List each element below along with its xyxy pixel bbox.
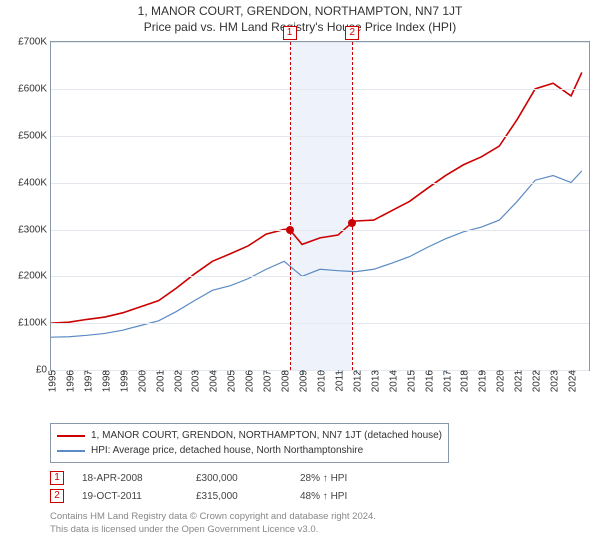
x-axis-label: 1997	[79, 370, 94, 392]
x-axis-label: 2019	[474, 370, 489, 392]
y-gridline	[51, 42, 589, 43]
sale-delta: 28% ↑ HPI	[300, 473, 594, 484]
x-axis-label: 2004	[205, 370, 220, 392]
y-gridline	[51, 323, 589, 324]
y-gridline	[51, 89, 589, 90]
x-axis-label: 2012	[348, 370, 363, 392]
sale-marker-tag: 2	[345, 26, 359, 40]
x-axis-label: 1995	[44, 370, 59, 392]
y-axis-label: £700K	[18, 37, 51, 48]
x-axis-label: 2005	[223, 370, 238, 392]
x-axis-label: 2014	[384, 370, 399, 392]
sale-row: 1 18-APR-2008 £300,000 28% ↑ HPI	[50, 471, 594, 485]
x-axis-label: 2008	[277, 370, 292, 392]
sale-date: 18-APR-2008	[82, 473, 192, 484]
y-gridline	[51, 136, 589, 137]
x-axis-label: 2021	[510, 370, 525, 392]
x-axis-label: 2023	[546, 370, 561, 392]
x-axis-label: 1999	[115, 370, 130, 392]
x-axis-label: 2022	[528, 370, 543, 392]
series-property	[51, 73, 582, 324]
x-axis-label: 2020	[492, 370, 507, 392]
legend-row-property: 1, MANOR COURT, GRENDON, NORTHAMPTON, NN…	[57, 428, 442, 443]
plot-region: £0£100K£200K£300K£400K£500K£600K£700K199…	[50, 41, 590, 371]
legend-swatch-hpi	[57, 450, 85, 452]
sale-marker-line	[290, 42, 291, 370]
x-axis-label: 2011	[330, 370, 345, 392]
y-gridline	[51, 276, 589, 277]
line-layer	[51, 42, 589, 370]
x-axis-label: 2017	[438, 370, 453, 392]
y-axis-label: £600K	[18, 84, 51, 95]
x-axis-label: 2007	[259, 370, 274, 392]
x-axis-label: 2018	[456, 370, 471, 392]
x-axis-label: 1998	[97, 370, 112, 392]
x-axis-label: 2010	[313, 370, 328, 392]
title-line-1: 1, MANOR COURT, GRENDON, NORTHAMPTON, NN…	[6, 4, 594, 20]
y-gridline	[51, 183, 589, 184]
x-axis-label: 2003	[187, 370, 202, 392]
legend-row-hpi: HPI: Average price, detached house, Nort…	[57, 443, 442, 458]
sale-row-marker: 1	[50, 471, 64, 485]
x-axis-label: 1996	[61, 370, 76, 392]
footer-line-1: Contains HM Land Registry data © Crown c…	[50, 511, 594, 523]
x-axis-label: 2001	[151, 370, 166, 392]
chart-title: 1, MANOR COURT, GRENDON, NORTHAMPTON, NN…	[6, 4, 594, 35]
sale-delta: 48% ↑ HPI	[300, 491, 594, 502]
sale-marker-line	[352, 42, 353, 370]
sale-row: 2 19-OCT-2011 £315,000 48% ↑ HPI	[50, 489, 594, 503]
sale-price: £315,000	[196, 491, 296, 502]
sale-date: 19-OCT-2011	[82, 491, 192, 502]
legend-label-hpi: HPI: Average price, detached house, Nort…	[91, 443, 363, 458]
chart-area: £0£100K£200K£300K£400K£500K£600K£700K199…	[6, 37, 594, 417]
sale-marker-dot	[348, 219, 356, 227]
sale-row-marker: 2	[50, 489, 64, 503]
x-axis-label: 2015	[402, 370, 417, 392]
x-axis-label: 2000	[133, 370, 148, 392]
x-axis-label: 2009	[295, 370, 310, 392]
footer-line-2: This data is licensed under the Open Gov…	[50, 524, 594, 536]
legend: 1, MANOR COURT, GRENDON, NORTHAMPTON, NN…	[50, 423, 449, 463]
x-axis-label: 2006	[241, 370, 256, 392]
series-hpi	[51, 171, 582, 337]
legend-label-property: 1, MANOR COURT, GRENDON, NORTHAMPTON, NN…	[91, 428, 442, 443]
sale-price: £300,000	[196, 473, 296, 484]
sales-list: 1 18-APR-2008 £300,000 28% ↑ HPI 2 19-OCT-201…	[6, 471, 594, 503]
y-axis-label: £200K	[18, 271, 51, 282]
x-axis-label: 2013	[366, 370, 381, 392]
sale-marker-dot	[286, 226, 294, 234]
x-axis-label: 2002	[169, 370, 184, 392]
x-axis-label: 2016	[420, 370, 435, 392]
y-axis-label: £500K	[18, 130, 51, 141]
y-axis-label: £300K	[18, 224, 51, 235]
y-axis-label: £400K	[18, 177, 51, 188]
y-axis-label: £100K	[18, 318, 51, 329]
x-axis-label: 2024	[564, 370, 579, 392]
title-line-2: Price paid vs. HM Land Registry's House …	[6, 20, 594, 36]
chart-container: 1, MANOR COURT, GRENDON, NORTHAMPTON, NN…	[0, 0, 600, 560]
sale-marker-tag: 1	[283, 26, 297, 40]
legend-swatch-property	[57, 435, 85, 437]
footer: Contains HM Land Registry data © Crown c…	[50, 511, 594, 536]
y-gridline	[51, 230, 589, 231]
